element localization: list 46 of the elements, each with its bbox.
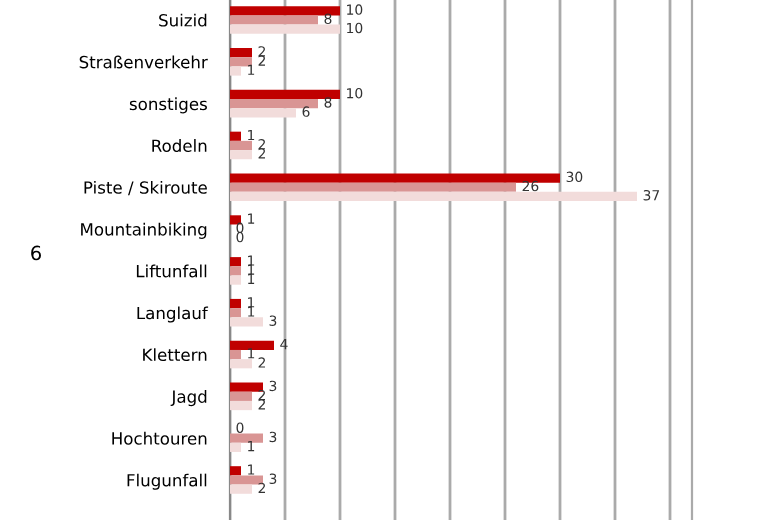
bar	[230, 108, 296, 118]
bar	[230, 66, 241, 76]
bar	[230, 391, 252, 401]
bar	[230, 89, 340, 100]
bar	[230, 298, 241, 309]
bar	[230, 48, 252, 58]
bar	[230, 131, 241, 141]
bar	[230, 182, 516, 192]
bar	[230, 349, 241, 360]
text: 6	[31, 245, 41, 261]
bar	[230, 275, 241, 285]
bar	[230, 466, 241, 476]
bar	[230, 340, 274, 350]
bar	[230, 150, 252, 160]
bar	[230, 140, 252, 151]
y-tick-label: Mountainbiking	[81, 222, 207, 239]
y-tick-label: Piste / Skiroute	[84, 180, 207, 196]
y-tick-label: Liftunfall	[136, 264, 207, 278]
y-tick-label: Klettern	[143, 348, 207, 362]
bar	[230, 475, 263, 485]
bar	[230, 308, 241, 318]
bar	[230, 442, 241, 452]
bar	[230, 257, 241, 267]
y-tick-label: Straßenverkehr	[79, 55, 208, 69]
bar	[230, 24, 340, 34]
bar	[230, 400, 252, 411]
bar	[230, 6, 340, 16]
bar	[230, 215, 241, 225]
bar	[230, 191, 637, 202]
bar	[230, 317, 263, 327]
bar	[230, 433, 263, 443]
y-tick-label: Suizid	[159, 13, 207, 27]
y-tick-label: sonstiges	[129, 97, 207, 114]
bar	[230, 15, 318, 25]
y-tick-label: Flugunfall	[127, 473, 207, 490]
y-tick-label: Hochtouren	[112, 431, 207, 445]
bar	[230, 382, 263, 392]
bar	[230, 266, 241, 276]
y-tick-label: Jagd	[170, 390, 207, 407]
bar	[230, 173, 560, 183]
bar	[230, 57, 252, 67]
bar	[230, 484, 252, 494]
bar	[230, 359, 252, 369]
bar	[230, 99, 318, 109]
y-tick-label: Rodeln	[152, 139, 207, 153]
y-tick-label: Langlauf	[137, 306, 209, 323]
